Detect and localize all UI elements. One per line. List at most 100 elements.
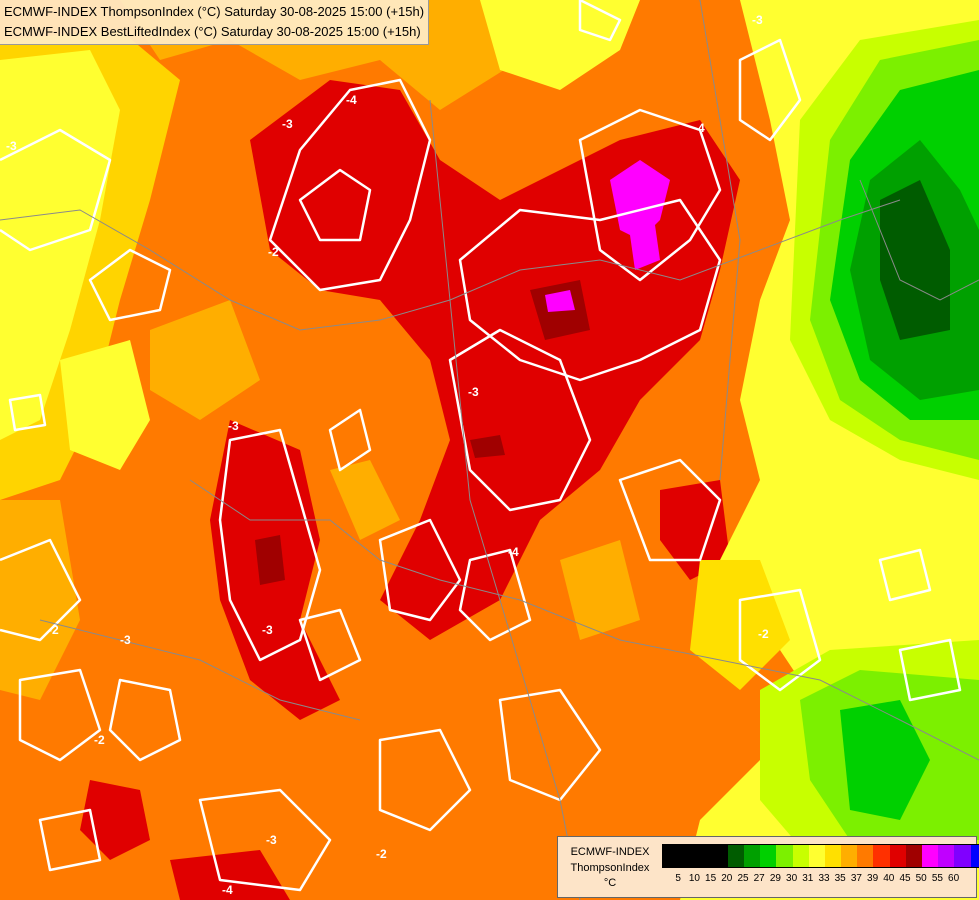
legend-swatch [711,845,728,867]
contour-line [378,518,462,622]
border-line [859,179,979,301]
legend-ticks: 5 10 15 20 25 27 29 30 31 33 35 37 39 40 45 50 55 60 [662,873,976,889]
contour-label: -3 [752,13,763,27]
field-area-red-central [250,80,740,640]
legend-swatch [743,845,761,867]
border-line [39,619,361,721]
contour-line [498,688,602,802]
legend-swatch [938,845,955,867]
contour-label: -3 [228,419,239,433]
contour-line [0,128,112,252]
legend-swatches [662,844,979,868]
color-legend: ECMWF-INDEX ThompsonIndex °C 5 10 15 20 25 27… [557,836,979,898]
contour-label: -3 [468,385,479,399]
contour-line [108,678,182,762]
contour-label: -3 [120,633,131,647]
contour-labels: -4 -3 -3 -2 -4 -3 -3 -3 -4 -3 -2 -2 -3 -… [6,13,769,897]
field-area-red-bottom [170,850,290,900]
legend-swatch [841,845,858,867]
contour-label: -3 [282,117,293,131]
contour-label: -4 [346,93,357,107]
legend-swatch [970,845,979,867]
legend-tick-label: 10 [688,873,700,884]
contour-label: -2 [94,733,105,747]
contour-line [8,393,47,432]
border-line [189,479,979,761]
legend-swatch [679,845,696,867]
legend-swatch [776,845,793,867]
contour-label: -2 [758,627,769,641]
contour-label: -3 [6,139,17,153]
field-area-red-east [660,480,730,580]
legend-swatch [922,845,939,867]
field-area-magenta-2 [630,225,660,270]
contour-line [738,588,822,692]
legend-tick-label: 40 [883,873,895,884]
contour-label: -3 [266,833,277,847]
contour-line [878,548,932,602]
contour-label: -4 [222,883,233,897]
contour-line [268,78,432,292]
contour-line [38,808,102,872]
legend-tick-label: 50 [915,873,927,884]
contour-line [0,538,82,642]
contour-label: -4 [508,545,519,559]
legend-swatch [905,845,922,867]
legend-swatch [889,845,906,867]
legend-swatch [760,845,777,867]
contour-line [88,248,172,322]
contour-line [578,0,622,42]
legend-tick-label: 27 [753,873,765,884]
field-area-magenta-3 [545,290,575,312]
contour-line [298,168,372,242]
map-title-box: ECMWF-INDEX ThompsonIndex (°C) Saturday … [0,0,430,45]
contour-line [218,428,322,662]
contour-line [298,608,362,682]
contour-label: -2 [48,623,59,637]
contour-line [458,548,532,642]
legend-tick-label: 37 [850,873,862,884]
legend-swatch [824,845,842,867]
field-area-orange-patch-4 [0,500,80,700]
legend-swatch [792,845,809,867]
legend-swatch [695,845,712,867]
field-area-green-se-2 [840,700,930,820]
field-area-red-sw [80,780,150,860]
contour-line [898,638,962,702]
contour-line [458,198,722,382]
legend-swatch [808,845,825,867]
field-area-yellow-west-2 [60,340,150,470]
contour-line [328,408,372,472]
legend-tick-label: 45 [899,873,911,884]
legend-tick-label: 5 [675,873,681,884]
field-area-orange-patch-2 [560,540,640,640]
legend-tick-label: 39 [867,873,879,884]
legend-tick-label: 35 [834,873,846,884]
field-area-darkred-2 [255,535,285,585]
contour-line [198,788,332,892]
map-title-thompson: ECMWF-INDEX ThompsonIndex (°C) Saturday … [4,4,425,19]
legend-tick-label: 15 [705,873,717,884]
legend-tick-label: 60 [948,873,960,884]
border-line [429,99,581,900]
contour-line [18,668,102,762]
field-area-orange-patch-3 [150,300,260,420]
legend-parameter: ThompsonIndex [570,862,650,874]
contour-line [378,728,472,832]
field-area-darkgreen-east [880,180,950,340]
legend-tick-label: 20 [721,873,733,884]
contour-line [578,108,722,282]
legend-tick-label: 25 [737,873,749,884]
legend-swatch [663,845,680,867]
contour-lines [0,0,962,892]
legend-tick-label: 55 [931,873,943,884]
legend-model: ECMWF-INDEX [570,846,650,858]
legend-tick-label: 31 [802,873,814,884]
field-area-orange-patch-1 [330,460,400,540]
contour-line [618,458,722,562]
border-line [699,0,741,481]
contour-label: -2 [268,245,279,259]
contour-line [448,328,592,512]
field-area-darkred-3 [470,435,505,458]
